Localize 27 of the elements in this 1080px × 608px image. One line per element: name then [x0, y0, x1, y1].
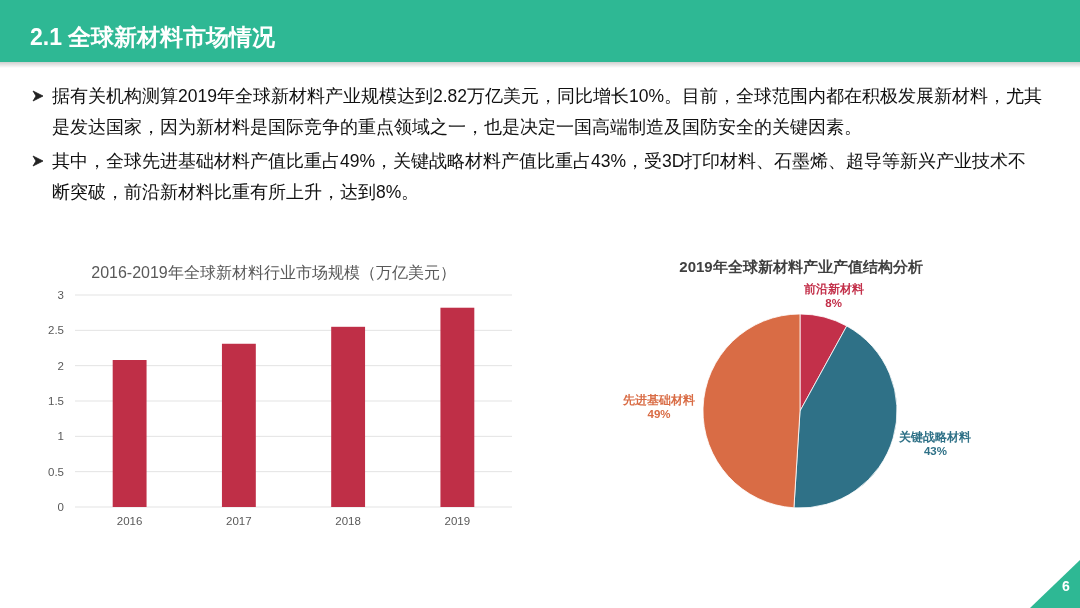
x-tick-label: 2019	[444, 515, 471, 527]
y-tick-label: 2	[57, 359, 64, 372]
bar	[440, 307, 475, 507]
text: 6	[1062, 578, 1071, 594]
x-tick-label: 2017	[226, 515, 252, 527]
bar	[221, 343, 256, 507]
x-tick-label: 2016	[116, 515, 143, 527]
y-tick-label: 2.5	[48, 324, 64, 337]
text: 据有关机构测算2019年全球新材料产业规模达到2.82万亿美元，同比增长10%。目前，全球范围内都在积极发展新材料，尤其是发达国家，因为新材料是国际竞争的重点领域之一，也是决定一国高端制造及国防安全的关键因素。	[52, 86, 1043, 137]
text: 其中，全球先进基础材料产值比重占49%，关键战略材料产值比重占43%，受3D打印材料、石墨烯、超导等新兴产业技术不断突破，前沿新材料比重有所上升，达到8%。	[52, 151, 1027, 202]
data-label: 49%	[647, 408, 671, 421]
y-tick-label: 1.5	[48, 395, 64, 408]
bar	[331, 326, 366, 507]
text: 2.1 全球新材料市场情况	[30, 24, 277, 50]
slice-label: 关键战略材料	[898, 430, 972, 444]
bar	[112, 360, 147, 507]
slice-label: 先进基础材料	[622, 393, 696, 407]
x-tick-label: 2018	[335, 515, 361, 527]
y-tick-label: 0	[57, 501, 64, 514]
data-label: 8%	[825, 296, 842, 309]
chart-title: 2019年全球新材料产业产值结构分析	[679, 258, 923, 275]
y-tick-label: 1	[57, 430, 64, 443]
y-tick-label: 0.5	[48, 465, 64, 478]
slice-label: 前沿新材料	[802, 281, 864, 295]
y-tick-label: 3	[57, 289, 64, 302]
data-label: 43%	[923, 445, 947, 458]
chart-title: 2016-2019年全球新材料行业市场规模（万亿美元）	[91, 264, 456, 281]
